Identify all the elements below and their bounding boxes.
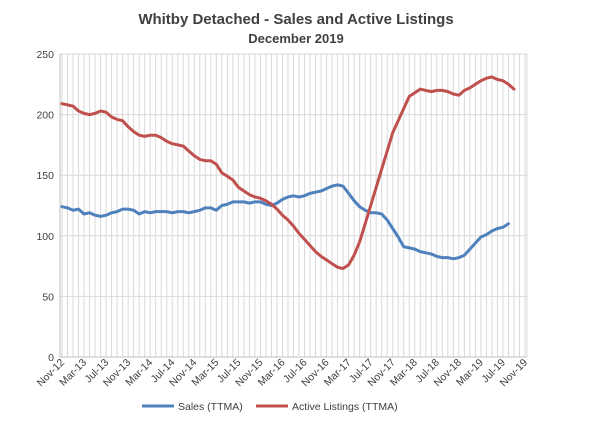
- series-lines: [60, 75, 516, 270]
- active-listings-series-line: [60, 75, 516, 270]
- chart-subtitle: December 2019: [248, 31, 343, 46]
- y-tick-label: 100: [36, 231, 54, 243]
- gridlines: [60, 53, 528, 357]
- y-axis: 0 50 100 150 200 250: [36, 49, 54, 364]
- y-tick-label: 150: [36, 170, 54, 182]
- chart-title: Whitby Detached - Sales and Active Listi…: [138, 11, 453, 28]
- y-tick-label: 200: [36, 110, 54, 122]
- legend: Sales (TTMA) Active Listings (TTMA): [142, 401, 398, 413]
- y-tick-label: 0: [48, 352, 54, 364]
- legend-label-active-listings: Active Listings (TTMA): [292, 401, 398, 413]
- legend-label-sales: Sales (TTMA): [178, 401, 243, 413]
- y-tick-label: 50: [42, 291, 54, 303]
- y-tick-label: 250: [36, 49, 54, 61]
- sales-series-line: [60, 183, 510, 261]
